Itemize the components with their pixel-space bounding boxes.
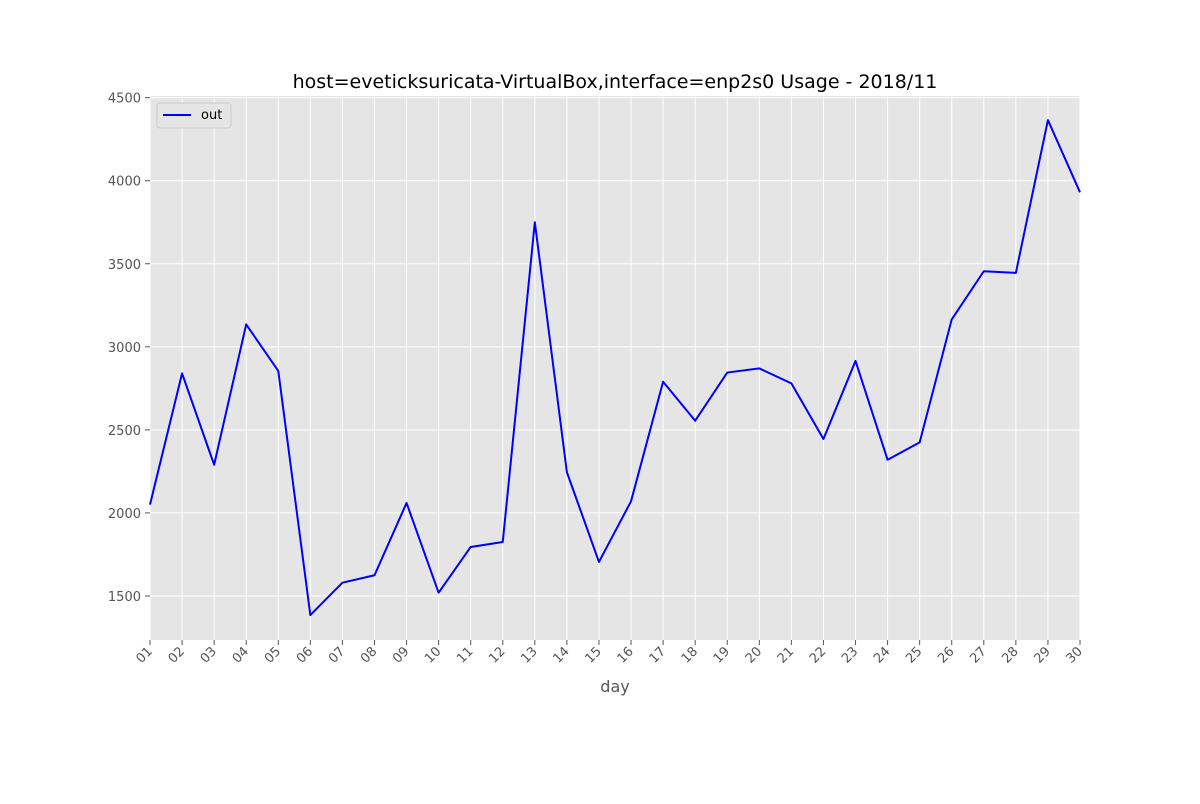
x-tick-label: 08 [358,644,380,666]
y-tick-label: 1500 [108,590,141,605]
axes: 01 02 03 04 05 06 07 08 09 10 11 12 13 14 15 16 17 18 19 20… [108,92,1086,667]
x-tick-label: 05 [262,644,284,666]
x-tick-label: 30 [1064,644,1086,666]
x-tick-label: 09 [390,644,412,666]
legend: out [156,102,232,129]
x-tick-label: 19 [711,644,733,666]
x-tick-label: 13 [518,644,540,666]
y-tick-label: 3000 [108,341,141,356]
x-tick-label: 24 [871,644,893,666]
x-tick-label: 21 [775,644,797,666]
x-tick-label: 26 [935,644,957,666]
x-tick-label: 07 [326,644,348,666]
x-tick-label: 27 [967,644,989,666]
x-tick-label: 06 [294,644,316,666]
x-tick-label: 10 [422,644,444,666]
y-tick-label: 3500 [108,258,141,273]
chart-title: host=eveticksuricata-VirtualBox,interfac… [293,71,938,93]
y-tick-label: 2000 [108,507,141,522]
x-axis-label: day [600,677,629,696]
x-tick-label: 22 [807,644,829,666]
x-tick-label: 17 [647,644,669,666]
y-tick-label: 2500 [108,424,141,439]
x-tick-label: 04 [230,644,252,666]
y-tick-label: 4500 [108,92,141,107]
x-tick-label: 01 [134,644,156,666]
series-line-out [149,119,1081,617]
series-lines [149,119,1081,617]
legend-label-out: out [201,108,222,123]
x-tick-label: 11 [454,644,476,666]
x-tick-label: 15 [582,644,604,666]
x-tick-label: 02 [166,644,188,666]
x-tick-label: 12 [486,644,508,666]
x-tick-label: 03 [198,644,220,666]
grid-lines [149,96,1081,640]
legend-box [156,102,232,129]
x-tick-label: 14 [550,644,572,666]
y-tick-label: 4000 [108,175,141,190]
x-tick-label: 29 [1031,644,1053,666]
x-tick-label: 16 [615,644,637,666]
plot-area [150,96,1080,640]
x-tick-label: 23 [839,644,861,666]
x-tick-label: 20 [743,644,765,666]
x-tick-label: 18 [679,644,701,666]
x-tick-label: 28 [999,644,1021,666]
x-tick-label: 25 [903,644,925,666]
